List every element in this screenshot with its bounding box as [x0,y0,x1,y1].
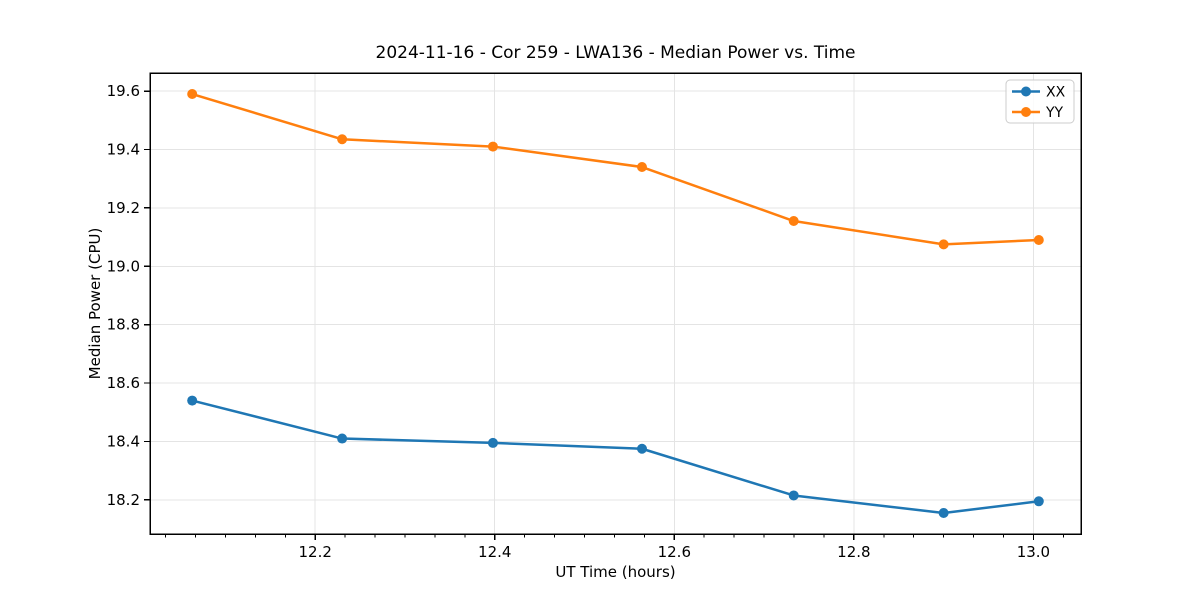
x-axis-label: UT Time (hours) [555,563,675,581]
y-axis-tick-label: 19.6 [107,82,140,100]
data-point-xx [788,490,799,501]
x-axis-tick-label: 12.2 [298,543,331,561]
y-axis-tick-label: 18.6 [107,374,140,392]
y-axis-tick-label: 19.0 [107,257,140,275]
y-axis-tick-label: 18.2 [107,491,140,509]
legend: XX YY [1005,79,1075,124]
series-line-yy [191,92,1039,246]
y-axis-tick-label: 19.4 [107,140,140,158]
data-point-yy [487,141,498,152]
axis-ticks: 12.2 12.4 12.6 12.8 13.0 18.2 18.4 18.6 18.8 19.0… [107,82,1064,561]
data-point-yy [636,162,647,173]
chart-title: 2024-11-16 - Cor 259 - LWA136 - Median P… [376,43,856,63]
data-point-xx [1033,496,1044,507]
x-axis-tick-label: 12.6 [658,543,691,561]
data-point-xx [187,395,198,406]
x-axis-tick-label: 12.4 [478,543,511,561]
y-axis-tick-label: 19.2 [107,199,140,217]
data-point-yy [1033,234,1044,245]
data-point-yy [938,239,949,250]
data-point-yy [788,216,799,227]
data-point-yy [187,89,198,100]
gridlines [150,73,1081,534]
y-axis-label: Median Power (CPU) [86,228,104,380]
data-point-xx [337,433,348,444]
x-axis-tick-label: 13.0 [1017,543,1050,561]
data-point-xx [487,437,498,448]
data-point-yy [337,134,348,145]
series-lines [187,89,1044,518]
plot-border [149,72,1082,535]
y-axis-tick-label: 18.8 [107,316,140,334]
legend-label-xx: XX [1046,85,1066,101]
series-line-xx [191,399,1039,515]
x-axis-tick-label: 12.8 [837,543,870,561]
legend-sample-marker-yy [1021,107,1031,117]
y-axis-tick-label: 18.4 [107,432,140,450]
legend-sample-marker-xx [1021,86,1031,97]
data-point-xx [636,443,647,454]
data-point-xx [938,507,949,518]
legend-label-yy: YY [1045,105,1064,121]
